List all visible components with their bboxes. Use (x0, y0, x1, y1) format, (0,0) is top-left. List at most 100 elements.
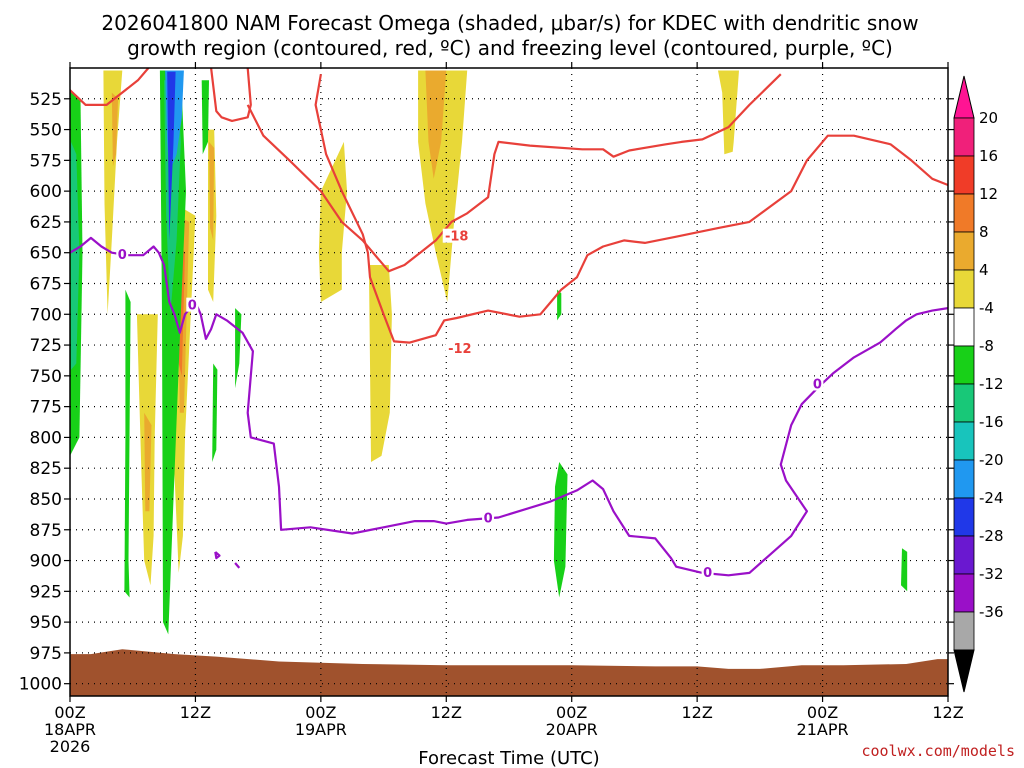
y-tick-label: 775 (30, 398, 62, 418)
freezing-level-label: 0 (484, 512, 493, 527)
x-tick-label: 12Z (431, 703, 462, 722)
colorbar-label: -4 (979, 299, 994, 317)
omega-region-4 (318, 141, 347, 302)
chart-title-line2: growth region (contoured, red, ºC) and f… (127, 36, 893, 60)
omega-shading (70, 70, 908, 635)
colorbar-bin (953, 345, 975, 385)
dgz-contour (70, 68, 150, 107)
freezing-level-label: 0 (703, 566, 712, 581)
colorbar-bin (953, 459, 975, 499)
dgz-label-bg (442, 228, 471, 243)
x-axis-label: Forecast Time (UTC) (418, 748, 599, 768)
omega-region--8 (212, 363, 218, 462)
colorbar-bin (953, 497, 975, 537)
omega-region--24 (167, 71, 176, 241)
y-tick-label: 650 (30, 244, 62, 264)
colorbar-label: -28 (979, 527, 1004, 545)
colorbar-bin (953, 193, 975, 233)
colorbar-bin (953, 117, 975, 157)
x-tick-date: 20APR (546, 720, 598, 739)
colorbar-bin (953, 573, 975, 613)
x-tick-label: 00Z (556, 703, 587, 722)
colorbar-label: -12 (979, 375, 1004, 393)
dgz-contour (246, 73, 782, 273)
freezing-level-label: 0 (813, 377, 822, 392)
x-tick-label: 00Z (54, 703, 85, 722)
colorbar-label: -20 (979, 451, 1004, 469)
colorbar-label: 12 (979, 185, 998, 203)
omega-region--8 (557, 289, 562, 321)
omega-region--12 (71, 141, 80, 370)
colorbar-label: -8 (979, 337, 994, 355)
contour-layer: -18 -12 0 0 0 0 0 (70, 68, 948, 581)
y-tick-label: 825 (30, 459, 62, 479)
dgz-label-bg (445, 340, 474, 355)
freezing-level-label-bg (811, 376, 824, 391)
x-tick-date: 19APR (295, 720, 347, 739)
colorbar: 20 16 12 8 4 -4 -8 -12 -16 -20 -24 -28 -32 -36 (953, 75, 1004, 693)
y-tick-label: 575 (30, 151, 62, 171)
freezing-level-contour (70, 236, 948, 577)
colorbar-label: 16 (979, 147, 998, 165)
y-tick-label: 900 (30, 552, 62, 572)
y-tick-label: 600 (30, 182, 62, 202)
freezing-level-label-bg (186, 297, 199, 312)
y-tick-label: 550 (30, 121, 62, 141)
freezing-level-label-bg (701, 564, 714, 579)
colorbar-bin (953, 535, 975, 575)
colorbar-bin (953, 231, 975, 271)
dgz-label: -18 (445, 230, 469, 245)
omega-region-4 (718, 70, 739, 155)
colorbar-bottom-arrow (953, 649, 975, 693)
colorbar-bin (953, 421, 975, 461)
colorbar-bin (953, 383, 975, 423)
x-tick-date: 18APR (44, 720, 96, 739)
y-tick-label: 950 (30, 613, 62, 633)
omega-region--8 (201, 80, 209, 155)
y-tick-label: 625 (30, 213, 62, 233)
ground-layer (70, 649, 948, 696)
omega-region-4 (368, 265, 392, 462)
omega-region-8 (111, 92, 119, 167)
dgz-contour (314, 74, 948, 344)
omega-region-8 (144, 412, 152, 512)
dgz-contour (210, 68, 252, 123)
omega-region--8 (901, 548, 908, 592)
colorbar-label: 4 (979, 261, 989, 279)
colorbar-label: -32 (979, 565, 1004, 583)
y-tick-label: 725 (30, 336, 62, 356)
y-tick-label: 875 (30, 521, 62, 541)
colorbar-label: 8 (979, 223, 989, 241)
colorbar-bin (953, 155, 975, 195)
x-tick-label: 12Z (681, 703, 712, 722)
freezing-level-contour (234, 562, 241, 569)
freezing-level-contour (214, 551, 221, 560)
y-tick-label: 750 (30, 367, 62, 387)
x-tick-date: 21APR (797, 720, 849, 739)
colorbar-bin (953, 307, 975, 347)
y-tick-label: 700 (30, 305, 62, 325)
x-tick-label: 00Z (305, 703, 336, 722)
freezing-level-label: 0 (188, 299, 197, 314)
chart-title-line1: 2026041800 NAM Forecast Omega (shaded, μ… (101, 11, 918, 35)
x-tick-label: 12Z (180, 703, 211, 722)
plot-frame (69, 67, 949, 697)
freezing-level-label-bg (482, 510, 495, 525)
omega-region-8 (425, 70, 447, 179)
omega-region--8 (124, 289, 131, 598)
y-tick-label: 975 (30, 644, 62, 664)
x-tick-label: 12Z (932, 703, 963, 722)
colorbar-label: -36 (979, 603, 1004, 621)
y-tick-label: 925 (30, 582, 62, 602)
y-tick-label: 675 (30, 274, 62, 294)
dgz-label: -12 (448, 342, 472, 357)
y-tick-label: 800 (30, 428, 62, 448)
credit-text: coolwx.com/models (861, 742, 1015, 760)
colorbar-label: 20 (979, 109, 998, 127)
freezing-level-label: 0 (118, 248, 127, 263)
y-tick-label: 525 (30, 90, 62, 110)
x-tick-label: 00Z (807, 703, 838, 722)
freezing-level-label-bg (116, 247, 129, 262)
colorbar-top-arrow (953, 75, 975, 119)
